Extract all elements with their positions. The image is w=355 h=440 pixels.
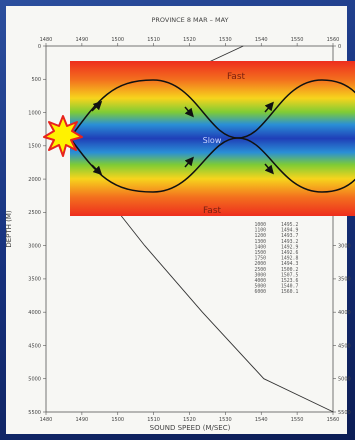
y-tick-label-right: 4500 [338, 343, 351, 349]
y-tick-label-right: 3500 [338, 277, 351, 283]
table-cell-depth: 6000 [254, 289, 266, 295]
y-tick-label-left: 3500 [28, 277, 41, 283]
x-tick-label-bottom: 1560 [327, 417, 340, 423]
y-tick-label-left: 500 [31, 77, 41, 83]
x-tick-label-top: 1490 [76, 37, 89, 43]
table-cell-depth: 3000 [254, 272, 266, 278]
table-cell-speed: 1494.3 [281, 261, 298, 267]
table-cell-speed: 1494.9 [281, 228, 298, 234]
sofar-channel-overlay: Fast Slow Fast [43, 61, 355, 216]
y-axis-label: DEPTH (M) [5, 210, 13, 248]
x-tick-label-bottom: 1510 [147, 417, 160, 423]
table-cell-depth: 4000 [254, 278, 266, 284]
table-cell-speed: 1492.6 [281, 250, 298, 256]
y-tick-label-left: 5000 [28, 377, 41, 383]
table-cell-depth: 1300 [254, 239, 266, 245]
x-tick-label-top: 1500 [111, 37, 124, 43]
table-cell-depth: 2000 [254, 261, 266, 267]
sound-source-burst-icon [43, 115, 83, 157]
table-cell-depth: 1000 [254, 222, 266, 228]
x-tick-label-bottom: 1520 [183, 417, 196, 423]
y-tick-label-left: 1500 [28, 144, 41, 150]
y-tick-label-right: 4000 [338, 310, 351, 316]
y-tick-label-left: 4500 [28, 343, 41, 349]
chart-title: PROVINCE 8 MAR – MAY [151, 16, 228, 24]
y-tick-label-left: 3000 [28, 243, 41, 249]
ray-path-upper [69, 79, 355, 139]
table-cell-depth: 2500 [254, 267, 266, 273]
y-tick-label-left: 2500 [28, 210, 41, 216]
table-cell-speed: 1560.1 [281, 289, 298, 295]
fast-top-label: Fast [227, 72, 246, 82]
y-tick-label-right: 5500 [338, 410, 351, 416]
x-tick-label-bottom: 1500 [111, 417, 124, 423]
slow-label: Slow [203, 136, 222, 145]
table-cell-depth: 1500 [254, 250, 266, 256]
table-cell-speed: 1500.2 [281, 267, 298, 273]
table-cell-speed: 1492.9 [281, 244, 298, 250]
arrow-icon [184, 106, 194, 118]
x-tick-label-bottom: 1530 [219, 417, 232, 423]
table-cell-depth: 1200 [254, 233, 266, 239]
arrow-icon [91, 100, 103, 112]
x-tick-label-top: 1540 [255, 37, 268, 43]
x-tick-label-top: 1530 [219, 37, 232, 43]
x-tick-label-top: 1510 [147, 37, 160, 43]
x-axis-label: SOUND SPEED (M/SEC) [150, 424, 231, 432]
y-axis-left: 0 500 1000 1500 2000 2500 3000 3500 4000 4500 5000… [28, 44, 46, 416]
x-tick-label-top: 1550 [291, 37, 304, 43]
y-tick-label-left: 5500 [28, 410, 41, 416]
x-tick-label-top: 1560 [327, 37, 340, 43]
x-tick-label-bottom: 1490 [76, 417, 89, 423]
y-tick-label-right: 5000 [338, 377, 351, 383]
x-tick-label-top: 1480 [40, 37, 53, 43]
data-table: 1000 1495.2 1100 1494.9 1200 1493.7 1300 1493.2… [254, 222, 298, 295]
table-cell-depth: 5000 [254, 284, 266, 290]
y-tick-label-left: 2000 [28, 177, 41, 183]
table-cell-speed: 1492.8 [281, 256, 298, 262]
fast-bottom-label: Fast [203, 206, 222, 216]
ray-path-lower [69, 137, 355, 193]
table-cell-depth: 1100 [254, 228, 266, 234]
y-tick-label-left: 1000 [28, 110, 41, 116]
table-cell-depth: 1400 [254, 244, 266, 250]
x-axis-top: 1480 1490 1500 1510 1520 1530 1540 1550 1560 [40, 37, 340, 46]
y-tick-label-left: 4000 [28, 310, 41, 316]
x-tick-label-bottom: 1550 [291, 417, 304, 423]
table-cell-speed: 1495.2 [281, 222, 298, 228]
table-cell-speed: 1493.7 [281, 233, 298, 239]
y-tick-label-right: 0 [338, 44, 341, 50]
x-tick-label-top: 1520 [183, 37, 196, 43]
table-cell-speed: 1493.2 [281, 239, 298, 245]
table-cell-depth: 1750 [254, 256, 266, 262]
arrow-icon [184, 156, 194, 168]
y-tick-label-left: 0 [38, 44, 41, 50]
x-tick-label-bottom: 1480 [40, 417, 53, 423]
table-cell-speed: 1540.7 [281, 284, 298, 290]
arrow-icon [91, 164, 103, 176]
table-cell-speed: 1523.6 [281, 278, 298, 284]
x-tick-label-bottom: 1540 [255, 417, 268, 423]
arrow-icon [264, 101, 274, 113]
x-axis-bottom: 1480 1490 1500 1510 1520 1530 1540 1550 1560 [40, 412, 340, 423]
y-tick-label-right: 3000 [338, 243, 351, 249]
arrow-icon [264, 163, 274, 175]
table-cell-speed: 1507.5 [281, 272, 298, 278]
